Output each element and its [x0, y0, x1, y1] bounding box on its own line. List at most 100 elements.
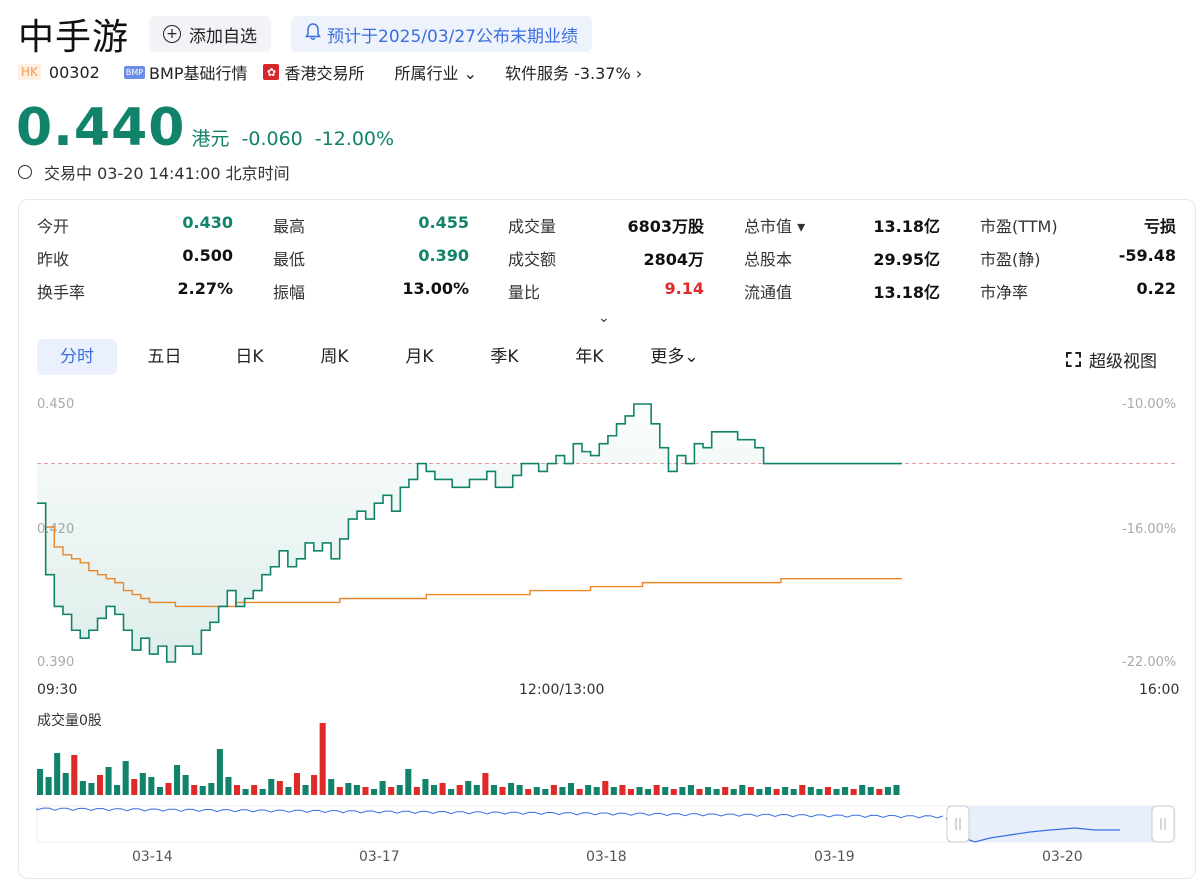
- volume-bar: [293, 773, 300, 795]
- navigator-handle-left[interactable]: [946, 805, 970, 843]
- volume-bar: [405, 769, 412, 795]
- sector-text: 软件服务 -3.37%: [505, 64, 631, 83]
- y-right-mid: -16.00%: [1122, 522, 1177, 537]
- volume-bar: [884, 787, 891, 795]
- stat-open: 今开 0.430: [37, 213, 233, 237]
- add-watchlist-button[interactable]: + 添加自选: [149, 16, 272, 52]
- volume-bar: [550, 785, 557, 795]
- volume-bar: [679, 787, 686, 795]
- volume-bar: [867, 787, 874, 795]
- stat-pe-ttm: 市盈(TTM) 亏损: [980, 213, 1176, 237]
- volume-bar: [773, 789, 780, 795]
- volume-bar: [653, 785, 660, 795]
- exchange-name: 香港交易所: [284, 64, 365, 83]
- volume-bar: [593, 787, 600, 795]
- stat-value: 0.430: [182, 213, 233, 232]
- volume-bar: [465, 781, 472, 795]
- super-view-label: 超级视图: [1089, 352, 1157, 372]
- volume-bar: [782, 787, 789, 795]
- tab-five-day[interactable]: 五日: [147, 347, 182, 367]
- volume-bar: [396, 785, 403, 795]
- volume-bar: [756, 789, 763, 795]
- stat-value: 9.14: [664, 279, 704, 298]
- industry-dropdown[interactable]: 所属行业 ⌄: [394, 60, 477, 84]
- chevron-down-icon: ⌄: [463, 64, 477, 83]
- stat-float-value: 流通值 13.18亿: [744, 279, 940, 303]
- x-label-open: 09:30: [37, 682, 78, 698]
- volume-bar: [439, 783, 446, 795]
- stat-value: 6803万股: [627, 217, 704, 236]
- hk-flag-icon: ✿: [263, 64, 280, 80]
- volume-bar: [636, 787, 643, 795]
- volume-bar: [508, 783, 515, 795]
- stat-value: 13.18亿: [873, 283, 940, 302]
- volume-bar: [816, 789, 823, 795]
- stat-total-shares: 总股本 29.95亿: [744, 246, 940, 270]
- volume-bar: [233, 785, 241, 795]
- y-left-bottom: 0.390: [37, 655, 75, 670]
- stat-label: 市盈(TTM): [980, 217, 1058, 236]
- stat-pb: 市净率 0.22: [980, 279, 1176, 303]
- volume-bar: [713, 789, 720, 795]
- chart-period-tabs: 分时 五日 日K 周K 月K 季K 年K 更多⌄: [37, 339, 717, 375]
- volume-bar: [302, 785, 309, 795]
- volume-bar: [859, 785, 866, 795]
- volume-bar: [182, 775, 189, 795]
- navigator-handle-right[interactable]: [1151, 805, 1175, 843]
- volume-bar: [893, 785, 900, 795]
- volume-bar: [122, 761, 129, 795]
- stat-value: 0.455: [418, 213, 469, 232]
- stat-label: 换手率: [37, 283, 86, 302]
- volume-bar: [525, 789, 532, 795]
- volume-bar: [730, 789, 737, 795]
- volume-bar: [114, 785, 121, 795]
- tab-daily-k[interactable]: 日K: [235, 347, 264, 367]
- stat-market-cap[interactable]: 总市值 ▾ 13.18亿: [744, 213, 940, 237]
- volume-bar: [259, 789, 266, 795]
- volume-bar: [670, 789, 677, 795]
- stat-label: 今开: [37, 217, 70, 236]
- tab-monthly-k[interactable]: 月K: [405, 347, 434, 367]
- volume-bar: [311, 775, 318, 795]
- price-row: 0.440 港元 -0.060 -12.00%: [16, 98, 394, 158]
- tab-yearly-k[interactable]: 年K: [575, 347, 604, 367]
- tab-weekly-k[interactable]: 周K: [320, 347, 349, 367]
- sector-link[interactable]: 软件服务 -3.37% ›: [505, 60, 642, 84]
- stock-name: 中手游: [18, 17, 130, 58]
- add-watchlist-label: 添加自选: [189, 26, 258, 47]
- super-view-button[interactable]: 超级视图: [1066, 347, 1157, 372]
- expand-stats-chevron-icon[interactable]: ⌄: [598, 310, 610, 326]
- average-price-line: [37, 502, 902, 608]
- volume-bar: [276, 781, 283, 795]
- nav-date-2: 03-17: [359, 849, 400, 865]
- stat-value: -59.48: [1118, 246, 1176, 265]
- volume-bar: [225, 777, 232, 795]
- volume-bar: [371, 789, 378, 795]
- nav-date-5: 03-20: [1042, 849, 1083, 865]
- stat-turnover-amount: 成交额 2804万: [508, 246, 704, 270]
- stat-label: 昨收: [37, 250, 70, 269]
- volume-bar: [328, 779, 335, 795]
- volume-bar: [705, 787, 712, 795]
- earnings-notice[interactable]: 预计于2025/03/27公布末期业绩: [291, 16, 592, 52]
- tab-more[interactable]: 更多⌄: [632, 339, 717, 375]
- volume-bar: [739, 785, 746, 795]
- volume-bar: [379, 781, 386, 795]
- volume-bar: [645, 789, 652, 795]
- volume-bar: [576, 789, 583, 795]
- volume-bar: [542, 789, 549, 795]
- stat-value: 13.18亿: [873, 217, 940, 236]
- navigator-window: [958, 806, 1163, 842]
- stat-label: 总市值 ▾: [744, 217, 806, 236]
- stat-label: 最低: [273, 250, 306, 269]
- volume-bar: [456, 785, 463, 795]
- stat-pe-static: 市盈(静) -59.48: [980, 246, 1176, 270]
- tab-quarterly-k[interactable]: 季K: [490, 347, 519, 367]
- quote-type: BMP基础行情: [149, 64, 248, 83]
- volume-bar: [208, 783, 215, 795]
- volume-title: 成交量0股: [37, 713, 102, 729]
- tab-intraday[interactable]: 分时: [37, 339, 117, 375]
- volume-bar: [807, 787, 814, 795]
- stat-label: 量比: [508, 283, 541, 302]
